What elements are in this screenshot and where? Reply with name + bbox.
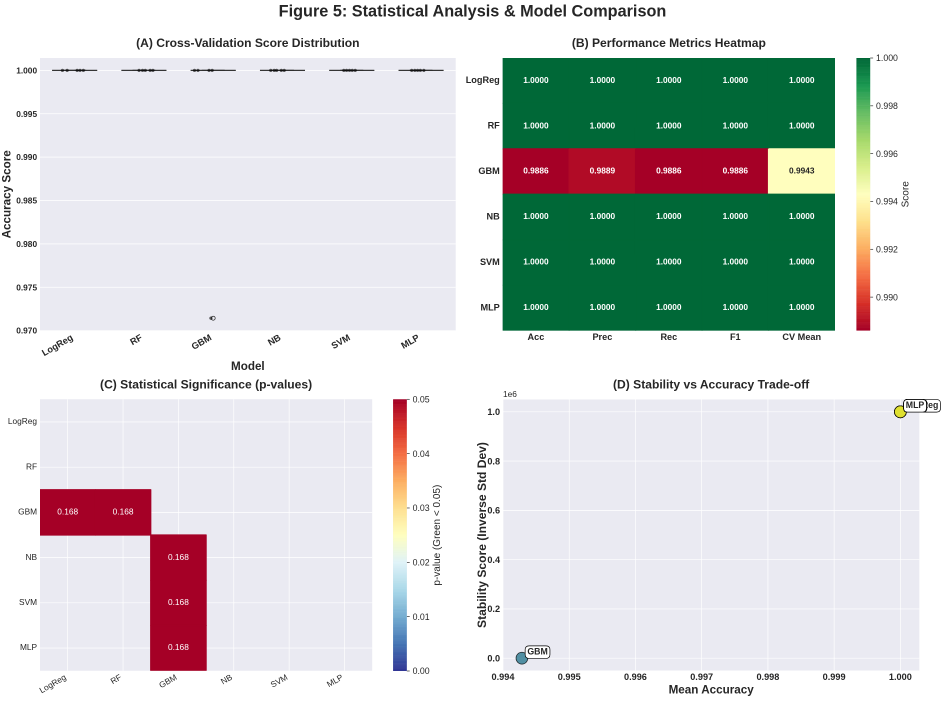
svg-text:(C) Statistical Significance (: (C) Statistical Significance (p-values) — [100, 377, 312, 391]
svg-text:CV Mean: CV Mean — [782, 332, 821, 342]
svg-text:SVM: SVM — [19, 597, 37, 607]
svg-text:RF: RF — [109, 672, 124, 686]
svg-text:NB: NB — [487, 211, 501, 221]
svg-text:0.6: 0.6 — [487, 506, 500, 516]
svg-text:1.0000: 1.0000 — [789, 211, 815, 221]
svg-text:1.0000: 1.0000 — [723, 302, 749, 312]
svg-text:0.995: 0.995 — [16, 109, 37, 119]
svg-text:0.168: 0.168 — [168, 597, 189, 607]
svg-text:0.9886: 0.9886 — [656, 166, 682, 176]
svg-text:Model: Model — [231, 360, 265, 373]
svg-text:0.03: 0.03 — [413, 503, 430, 513]
svg-text:1.0000: 1.0000 — [789, 120, 815, 130]
svg-text:0.975: 0.975 — [16, 282, 37, 292]
svg-text:MLP: MLP — [906, 400, 925, 410]
svg-text:0.168: 0.168 — [57, 507, 78, 517]
svg-text:0.8: 0.8 — [487, 456, 500, 466]
svg-text:GBM: GBM — [478, 166, 500, 176]
svg-text:0.990: 0.990 — [876, 292, 898, 302]
svg-text:Figure 5: Statistical Analysis: Figure 5: Statistical Analysis & Model C… — [279, 2, 667, 20]
svg-text:1.0000: 1.0000 — [656, 302, 682, 312]
svg-text:LogReg: LogReg — [8, 416, 38, 426]
svg-text:GBM: GBM — [527, 646, 547, 656]
svg-text:1.0000: 1.0000 — [590, 302, 616, 312]
svg-text:0.168: 0.168 — [113, 507, 134, 517]
svg-text:0.998: 0.998 — [876, 101, 898, 111]
svg-text:1.0000: 1.0000 — [789, 75, 815, 85]
svg-text:1.0000: 1.0000 — [723, 120, 749, 130]
svg-text:0.02: 0.02 — [413, 557, 430, 567]
svg-text:0.0: 0.0 — [487, 654, 500, 664]
svg-text:0.9943: 0.9943 — [789, 166, 815, 176]
svg-text:0.997: 0.997 — [690, 672, 713, 682]
svg-text:0.04: 0.04 — [413, 449, 430, 459]
svg-text:Mean Accuracy: Mean Accuracy — [669, 684, 755, 697]
svg-text:1.0000: 1.0000 — [723, 75, 749, 85]
svg-text:(D) Stability vs Accuracy Trad: (D) Stability vs Accuracy Trade-off — [613, 378, 810, 392]
svg-text:MLP: MLP — [20, 642, 38, 652]
svg-text:0.998: 0.998 — [756, 672, 779, 682]
svg-text:0.994: 0.994 — [492, 672, 516, 682]
svg-text:1.0000: 1.0000 — [656, 75, 682, 85]
svg-text:p-value (Green < 0.05): p-value (Green < 0.05) — [432, 485, 443, 586]
svg-text:(B) Performance Metrics Heatma: (B) Performance Metrics Heatmap — [572, 36, 766, 50]
svg-text:1.0000: 1.0000 — [723, 257, 749, 267]
svg-text:0.990: 0.990 — [16, 152, 37, 162]
svg-text:1.0000: 1.0000 — [590, 75, 616, 85]
svg-text:0.00: 0.00 — [413, 666, 430, 676]
svg-text:1.0000: 1.0000 — [656, 257, 682, 267]
svg-text:0.992: 0.992 — [876, 244, 898, 254]
svg-text:0.970: 0.970 — [16, 326, 37, 336]
svg-text:0.2: 0.2 — [487, 604, 500, 614]
svg-text:0.9886: 0.9886 — [723, 166, 749, 176]
svg-text:1.0000: 1.0000 — [523, 302, 549, 312]
svg-text:0.01: 0.01 — [413, 612, 430, 622]
svg-text:LogReg: LogReg — [466, 75, 500, 85]
svg-text:0.980: 0.980 — [16, 239, 37, 249]
svg-text:1.0000: 1.0000 — [523, 120, 549, 130]
svg-text:Score: Score — [901, 181, 912, 208]
svg-text:1.0000: 1.0000 — [656, 120, 682, 130]
svg-text:1.0000: 1.0000 — [590, 257, 616, 267]
svg-text:Prec: Prec — [592, 332, 612, 342]
svg-text:0.9889: 0.9889 — [590, 166, 616, 176]
svg-text:1.0000: 1.0000 — [590, 120, 616, 130]
svg-text:1.0000: 1.0000 — [523, 257, 549, 267]
svg-text:1.000: 1.000 — [876, 53, 898, 63]
svg-text:0.999: 0.999 — [823, 672, 846, 682]
svg-text:RF: RF — [488, 121, 501, 131]
svg-text:1.0000: 1.0000 — [723, 211, 749, 221]
svg-text:1.000: 1.000 — [889, 672, 912, 682]
svg-text:GBM: GBM — [18, 507, 37, 517]
svg-text:0.4: 0.4 — [487, 555, 501, 565]
svg-text:1.0000: 1.0000 — [590, 211, 616, 221]
svg-text:Rec: Rec — [660, 332, 677, 342]
svg-text:Stability Score (Inverse Std D: Stability Score (Inverse Std Dev) — [475, 442, 489, 628]
svg-text:1.000: 1.000 — [16, 65, 37, 75]
svg-text:SVM: SVM — [480, 257, 500, 267]
svg-text:MLP: MLP — [480, 302, 499, 312]
svg-text:0.994: 0.994 — [876, 197, 898, 207]
svg-text:0.985: 0.985 — [16, 196, 37, 206]
svg-text:0.995: 0.995 — [558, 672, 581, 682]
svg-text:0.05: 0.05 — [413, 394, 430, 404]
svg-text:0.168: 0.168 — [168, 552, 189, 562]
svg-text:1e6: 1e6 — [503, 389, 517, 399]
svg-text:0.996: 0.996 — [624, 672, 647, 682]
svg-text:0.996: 0.996 — [876, 149, 898, 159]
svg-text:0.9886: 0.9886 — [523, 166, 549, 176]
svg-text:1.0000: 1.0000 — [523, 75, 549, 85]
svg-text:1.0: 1.0 — [487, 407, 500, 417]
svg-text:F1: F1 — [730, 332, 741, 342]
svg-text:0.168: 0.168 — [168, 642, 189, 652]
svg-text:RF: RF — [26, 461, 37, 471]
svg-text:1.0000: 1.0000 — [523, 211, 549, 221]
svg-text:1.0000: 1.0000 — [789, 257, 815, 267]
svg-text:NB: NB — [26, 552, 38, 562]
svg-text:1.0000: 1.0000 — [789, 302, 815, 312]
svg-text:1.0000: 1.0000 — [656, 211, 682, 221]
svg-text:(A) Cross-Validation Score Dis: (A) Cross-Validation Score Distribution — [136, 36, 359, 50]
svg-text:Accuracy Score: Accuracy Score — [0, 150, 13, 239]
svg-text:Acc: Acc — [528, 332, 545, 342]
